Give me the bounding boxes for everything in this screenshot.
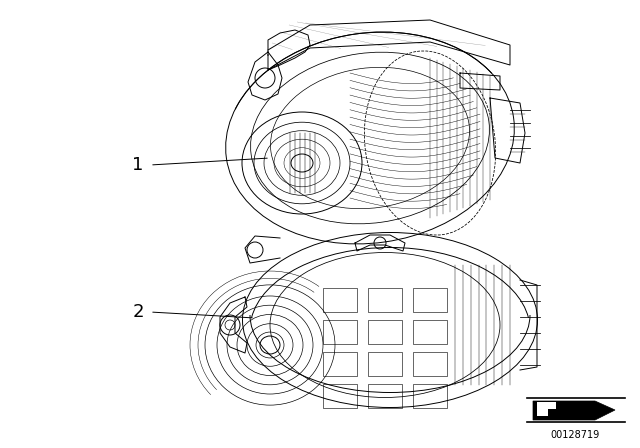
Bar xyxy=(323,352,357,376)
Polygon shape xyxy=(533,401,615,420)
Bar xyxy=(368,384,402,408)
Bar xyxy=(323,288,357,312)
Bar xyxy=(323,320,357,344)
Text: 1: 1 xyxy=(132,156,144,174)
Polygon shape xyxy=(537,402,556,416)
Bar xyxy=(368,320,402,344)
Bar xyxy=(413,288,447,312)
Bar xyxy=(413,384,447,408)
Text: 2: 2 xyxy=(132,303,144,321)
Bar xyxy=(413,352,447,376)
Bar xyxy=(368,352,402,376)
Bar xyxy=(323,384,357,408)
Bar xyxy=(413,320,447,344)
Text: 00128719: 00128719 xyxy=(550,430,600,440)
Bar xyxy=(368,288,402,312)
